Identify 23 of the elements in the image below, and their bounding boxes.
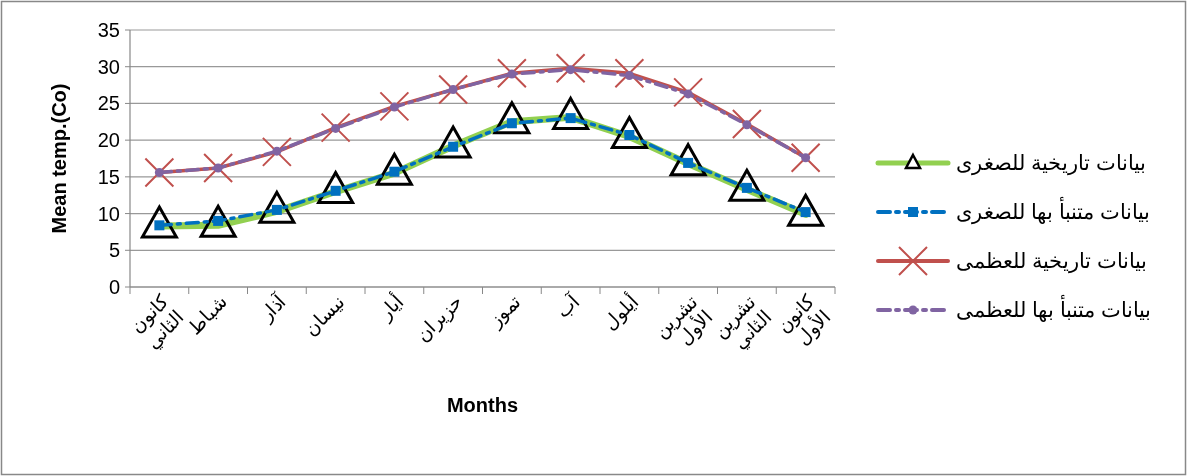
category-label: تشرين الأول bbox=[650, 291, 717, 349]
y-axis-title: Mean temp.(Co) bbox=[48, 83, 70, 234]
y-tick-label: 0 bbox=[108, 276, 120, 298]
y-tick-label: 5 bbox=[108, 239, 120, 262]
y-tick-label: 10 bbox=[97, 202, 120, 225]
category-label: نيسان bbox=[299, 291, 349, 340]
category-label: آذار bbox=[255, 291, 290, 325]
category-label: تموز bbox=[485, 291, 525, 331]
legend-label: بيانات متنبأ بها للصغرى bbox=[956, 196, 1150, 225]
legend-label: بيانات تاريخية للعظمى bbox=[956, 249, 1147, 274]
y-tick-label: 20 bbox=[97, 129, 120, 152]
category-label: أيلول bbox=[599, 291, 643, 335]
y-tick-label: 35 bbox=[97, 19, 120, 41]
legend-label: بيانات تاريخية للصغرى bbox=[956, 151, 1146, 176]
x-axis-title: Months bbox=[446, 394, 519, 416]
category-label: أيار bbox=[374, 291, 408, 324]
category-label: كانون الأول bbox=[772, 291, 834, 349]
category-label: حزيران bbox=[411, 291, 466, 346]
legend-label: بيانات متنبأ بها للعظمى bbox=[956, 294, 1151, 323]
y-tick-label: 25 bbox=[97, 92, 120, 115]
y-tick-label: 15 bbox=[97, 165, 120, 188]
y-tick-label: 30 bbox=[97, 55, 120, 78]
category-label: آب bbox=[552, 291, 584, 323]
